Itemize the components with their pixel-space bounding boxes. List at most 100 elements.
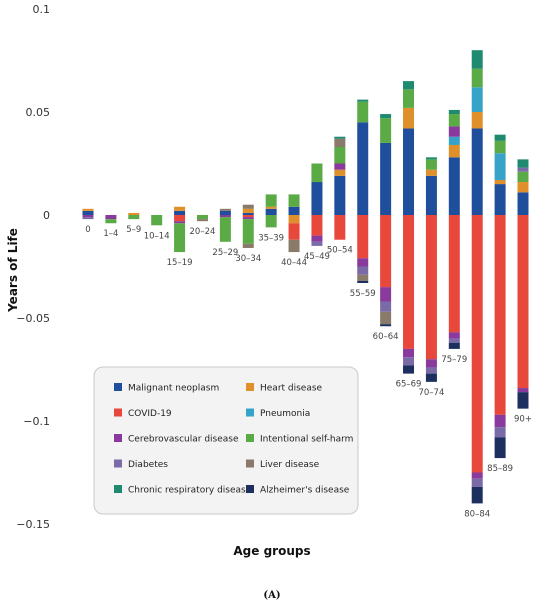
legend-label: Liver disease bbox=[260, 460, 320, 470]
category-label: 60–64 bbox=[373, 332, 399, 342]
bar-segment-intentional-self-harm bbox=[196, 215, 208, 220]
bar-segment-liver-disease bbox=[357, 274, 369, 281]
x-axis-label: Age groups bbox=[233, 544, 310, 558]
category-label: 70–74 bbox=[418, 388, 444, 398]
bar-segment-heart-disease bbox=[403, 107, 415, 129]
bar-segment-pneumonia bbox=[494, 153, 506, 180]
bar-segment-intentional-self-harm bbox=[265, 194, 277, 207]
bar-segment-heart-disease bbox=[288, 215, 300, 224]
bar-segment-cerebrovascular-disease bbox=[471, 472, 483, 479]
category-label: 5–9 bbox=[126, 225, 141, 235]
bar-segment-intentional-self-harm bbox=[403, 89, 415, 108]
y-axis: 0.1 0.05 0 −0.05 −0.1 −0.15 bbox=[16, 3, 50, 531]
legend-label: Heart disease bbox=[260, 384, 323, 394]
bar-segment-covid-19 bbox=[311, 215, 323, 236]
legend-label: Pneumonia bbox=[260, 409, 310, 419]
bar-segment-malignant-neoplasm bbox=[242, 212, 254, 215]
y-tick-label: −0.05 bbox=[16, 312, 50, 325]
bar-segment-covid-19 bbox=[288, 223, 300, 240]
legend-swatch-diabetes bbox=[114, 459, 122, 468]
bar-segment-alzheimer-s-disease bbox=[380, 324, 392, 327]
category-label: 0 bbox=[85, 225, 90, 235]
bar-segment-heart-disease bbox=[174, 206, 186, 211]
bar-segment-heart-disease bbox=[265, 206, 277, 209]
category-label: 35–39 bbox=[258, 233, 284, 243]
bar-segment-diabetes bbox=[471, 478, 483, 487]
bar-segment-intentional-self-harm bbox=[334, 147, 346, 164]
bar-segment-intentional-self-harm bbox=[380, 118, 392, 143]
bar-segment-intentional-self-harm bbox=[471, 68, 483, 88]
legend-label: Chronic respiratory disease bbox=[128, 486, 252, 496]
bar-segment-malignant-neoplasm bbox=[174, 210, 186, 215]
bar-segment-cerebrovascular-disease bbox=[82, 215, 94, 218]
bar-segment-diabetes bbox=[82, 217, 94, 220]
bar-segment-intentional-self-harm bbox=[311, 163, 323, 183]
bars-layer bbox=[82, 50, 529, 504]
bar-segment-heart-disease bbox=[448, 144, 460, 158]
legend-swatch-covid-19 bbox=[114, 408, 122, 417]
bar-segment-heart-disease bbox=[471, 112, 483, 129]
bar-segment-cerebrovascular-disease bbox=[242, 217, 254, 220]
bar-segment-intentional-self-harm bbox=[357, 101, 369, 123]
y-tick-label: 0.05 bbox=[26, 106, 51, 119]
category-label: 30–34 bbox=[235, 254, 261, 264]
legend-swatch-chronic-respiratory-disease bbox=[114, 485, 122, 493]
category-label: 15–19 bbox=[167, 258, 193, 268]
legend-label: Alzheimer's disease bbox=[260, 486, 350, 496]
bar-segment-cerebrovascular-disease bbox=[105, 215, 117, 220]
bar-segment-alzheimer-s-disease bbox=[471, 486, 483, 504]
bar-segment-covid-19 bbox=[380, 215, 392, 288]
bar-segment-malignant-neoplasm bbox=[82, 210, 94, 215]
bar-segment-covid-19 bbox=[425, 215, 437, 360]
bar-segment-intentional-self-harm bbox=[242, 219, 254, 244]
bar-segment-cerebrovascular-disease bbox=[357, 258, 369, 267]
y-tick-label: 0.1 bbox=[33, 3, 51, 16]
legend-label: Intentional self-harm bbox=[260, 435, 353, 445]
category-label: 50–54 bbox=[327, 246, 353, 256]
legend-swatch-alzheimer-s-disease bbox=[246, 485, 254, 493]
bar-segment-covid-19 bbox=[242, 215, 254, 218]
bar-segment-covid-19 bbox=[471, 215, 483, 473]
y-tick-label: −0.1 bbox=[23, 415, 50, 428]
legend-swatch-cerebrovascular-disease bbox=[114, 434, 122, 442]
bar-segment-alzheimer-s-disease bbox=[494, 437, 506, 459]
bar-segment-cerebrovascular-disease bbox=[448, 126, 460, 137]
bar-segment-chronic-respiratory-disease bbox=[517, 159, 529, 168]
bar-segment-malignant-neoplasm bbox=[380, 142, 392, 215]
bar-segment-intentional-self-harm bbox=[265, 215, 277, 228]
bar-segment-liver-disease bbox=[196, 219, 208, 222]
category-label: 40–44 bbox=[281, 258, 307, 268]
bar-segment-chronic-respiratory-disease bbox=[448, 109, 460, 115]
bar-segment-diabetes bbox=[403, 357, 415, 366]
bar-segment-malignant-neoplasm bbox=[494, 184, 506, 215]
bar-segment-intentional-self-harm bbox=[219, 217, 231, 242]
legend-swatch-malignant-neoplasm bbox=[114, 383, 122, 391]
bar-segment-liver-disease bbox=[334, 138, 346, 148]
bar-segment-cerebrovascular-disease bbox=[174, 221, 186, 224]
bar-segment-liver-disease bbox=[242, 243, 254, 248]
bar-segment-covid-19 bbox=[174, 215, 186, 222]
bar-segment-malignant-neoplasm bbox=[219, 210, 231, 215]
bar-segment-malignant-neoplasm bbox=[517, 192, 529, 215]
bar-segment-intentional-self-harm bbox=[494, 140, 506, 154]
category-label: 1–4 bbox=[103, 229, 118, 239]
bar-segment-malignant-neoplasm bbox=[403, 128, 415, 215]
legend-label: Cerebrovascular disease bbox=[128, 435, 239, 445]
category-label: 75–79 bbox=[441, 355, 467, 365]
bar-segment-alzheimer-s-disease bbox=[357, 280, 369, 283]
bar-segment-cerebrovascular-disease bbox=[334, 163, 346, 170]
bar-segment-cerebrovascular-disease bbox=[311, 235, 323, 242]
bar-segment-intentional-self-harm bbox=[517, 171, 529, 183]
category-label: 65–69 bbox=[396, 380, 422, 390]
legend-swatch-heart-disease bbox=[246, 383, 254, 391]
bar-segment-heart-disease bbox=[128, 212, 140, 215]
category-label: 45–49 bbox=[304, 252, 330, 262]
bar-segment-chronic-respiratory-disease bbox=[494, 134, 506, 141]
legend-label: Malignant neoplasm bbox=[128, 384, 219, 394]
bar-segment-cerebrovascular-disease bbox=[425, 359, 437, 368]
bar-segment-diabetes bbox=[357, 266, 369, 275]
legend-swatch-intentional-self-harm bbox=[246, 434, 254, 442]
